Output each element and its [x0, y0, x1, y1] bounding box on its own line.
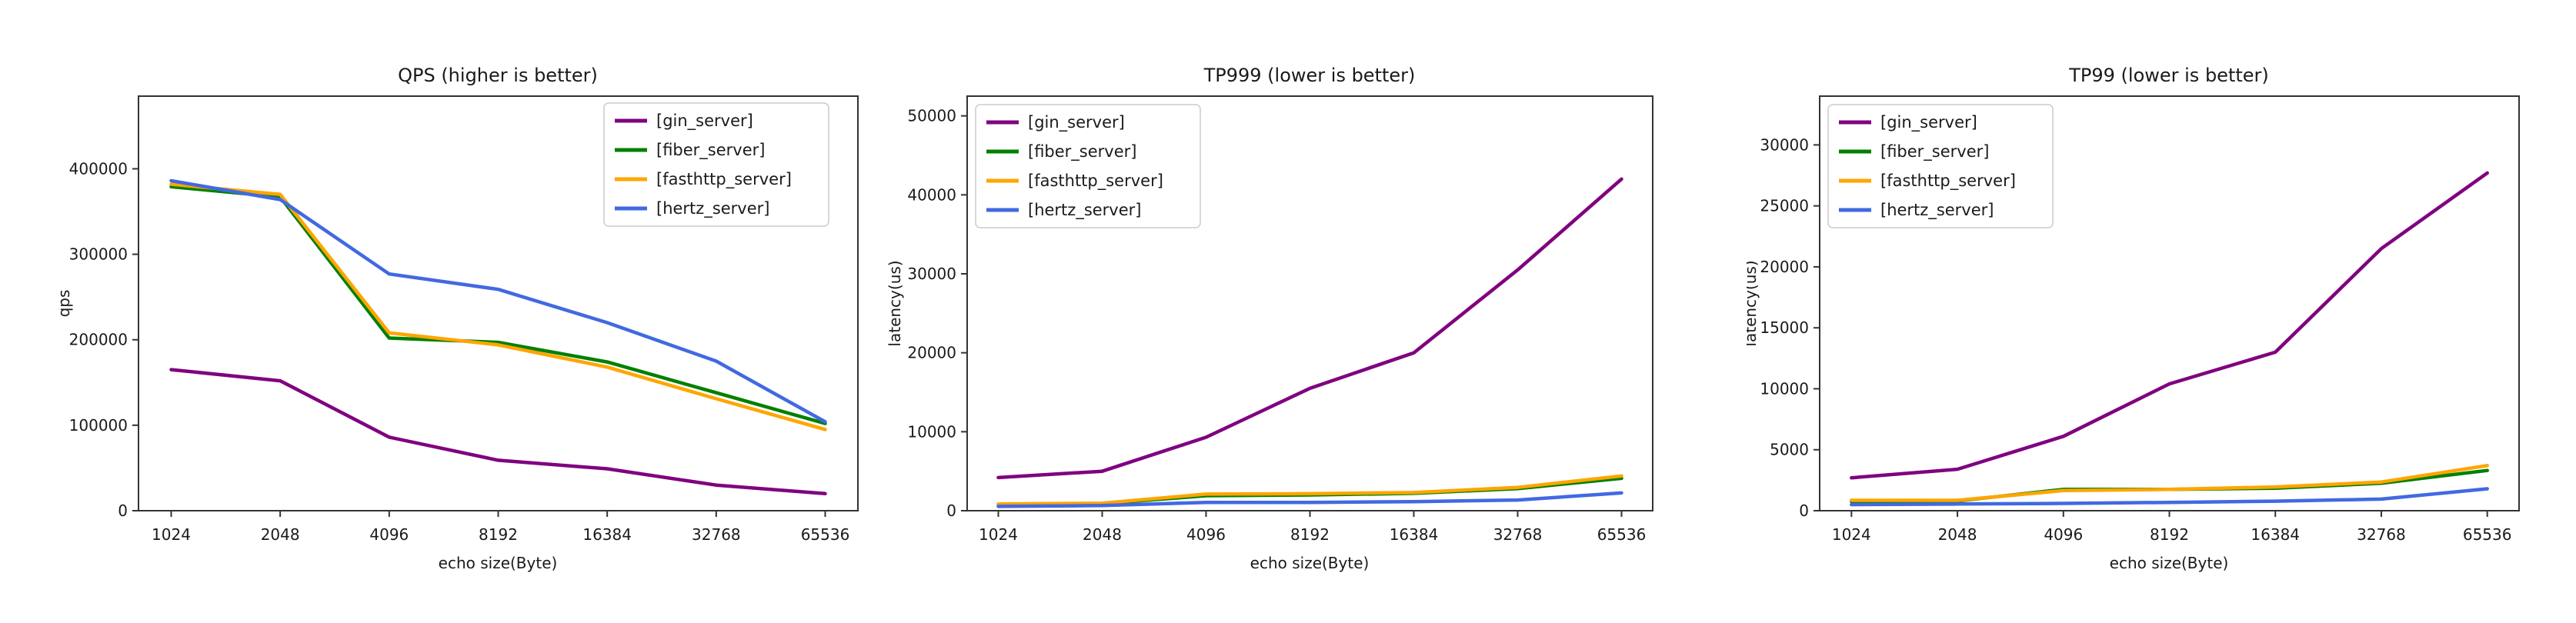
y-tick-label: 300000 — [69, 245, 128, 264]
y-tick-label: 10000 — [1760, 379, 1809, 398]
x-tick-label: 65536 — [801, 525, 850, 544]
y-tick-label: 15000 — [1760, 318, 1809, 337]
x-tick-label: 16384 — [2251, 525, 2300, 544]
y-tick-label: 100000 — [69, 416, 128, 435]
series-line-gin_server — [996, 177, 1623, 480]
chart-title: TP99 (lower is better) — [2068, 65, 2269, 86]
series-line-gin_server — [1850, 171, 2489, 480]
x-axis-label: echo size(Byte) — [439, 554, 558, 572]
y-tick-label: 25000 — [1760, 197, 1809, 215]
x-tick-label: 2048 — [1083, 525, 1122, 544]
y-tick-label: 0 — [946, 501, 956, 520]
y-tick-label: 0 — [118, 501, 128, 520]
legend-label-fiber_server: [fiber_server] — [656, 141, 765, 160]
y-axis-label: qps — [55, 290, 73, 318]
series-line-hertz_server — [1850, 487, 2489, 507]
x-tick-label: 4096 — [369, 525, 409, 544]
x-tick-label: 8192 — [2150, 525, 2189, 544]
legend-label-hertz_server: [hertz_server] — [1028, 201, 1141, 220]
series-line-fasthttp_server — [169, 182, 827, 431]
series-line-hertz_server — [169, 178, 827, 424]
x-tick-label: 1024 — [979, 525, 1018, 544]
y-tick-label: 30000 — [1760, 135, 1809, 154]
x-tick-label: 1024 — [152, 525, 191, 544]
x-tick-label: 4096 — [2044, 525, 2083, 544]
legend-label-gin_server: [gin_server] — [656, 112, 753, 131]
x-tick-label: 16384 — [1390, 525, 1439, 544]
y-tick-label: 50000 — [907, 107, 956, 125]
x-tick-label: 65536 — [1597, 525, 1647, 544]
legend-box — [975, 104, 1201, 228]
x-tick-label: 1024 — [1832, 525, 1871, 544]
y-tick-label: 400000 — [69, 159, 128, 178]
y-tick-label: 20000 — [1760, 258, 1809, 276]
series-line-fasthttp_server — [1850, 464, 2489, 502]
x-tick-label: 8192 — [1290, 525, 1330, 544]
x-tick-label: 8192 — [479, 525, 518, 544]
x-tick-label: 2048 — [261, 525, 300, 544]
x-axis-label: echo size(Byte) — [2110, 554, 2229, 572]
x-tick-label: 32768 — [2357, 525, 2406, 544]
legend-label-hertz_server: [hertz_server] — [656, 199, 769, 218]
legend-label-fasthttp_server: [fasthttp_server] — [1880, 172, 2016, 191]
y-tick-label: 0 — [1799, 501, 1809, 520]
series-line-fasthttp_server — [996, 474, 1623, 506]
legend-label-hertz_server: [hertz_server] — [1880, 201, 1994, 220]
legend-label-gin_server: [gin_server] — [1028, 113, 1125, 132]
legend-label-fiber_server: [fiber_server] — [1880, 142, 1989, 162]
legend-label-fasthttp_server: [fasthttp_server] — [1028, 172, 1163, 191]
legend-box — [1827, 104, 2054, 228]
chart-title: QPS (higher is better) — [398, 65, 598, 86]
tp999-chart-panel: TP999 (lower is better) echo size(Byte) … — [877, 0, 1747, 623]
y-tick-label: 200000 — [69, 331, 128, 349]
legend-label-fiber_server: [fiber_server] — [1028, 142, 1136, 162]
y-tick-label: 5000 — [1770, 441, 1809, 459]
tp99-chart: TP99 (lower is better) echo size(Byte) l… — [1747, 65, 2520, 572]
x-tick-label: 32768 — [692, 525, 741, 544]
legend-label-gin_server: [gin_server] — [1880, 113, 1977, 132]
tp999-chart: TP999 (lower is better) echo size(Byte) … — [886, 65, 1653, 572]
tp99-chart-panel: TP99 (lower is better) echo size(Byte) l… — [1747, 0, 2576, 623]
qps-chart-panel: QPS (higher is better) echo size(Byte) q… — [0, 0, 877, 623]
y-axis-label: latency(us) — [1747, 260, 1760, 346]
x-tick-label: 2048 — [1938, 525, 1977, 544]
series-line-gin_server — [169, 368, 827, 496]
chart-title: TP999 (lower is better) — [1203, 65, 1416, 86]
x-tick-label: 65536 — [2463, 525, 2512, 544]
x-tick-label: 4096 — [1186, 525, 1226, 544]
y-tick-label: 10000 — [907, 422, 956, 441]
x-axis-label: echo size(Byte) — [1250, 554, 1370, 572]
y-axis-label: latency(us) — [886, 260, 904, 346]
y-tick-label: 20000 — [907, 344, 956, 362]
y-tick-label: 30000 — [907, 265, 956, 283]
series-line-hertz_server — [996, 491, 1623, 508]
legend-label-fasthttp_server: [fasthttp_server] — [656, 170, 792, 189]
legend-box — [603, 102, 829, 227]
qps-chart: QPS (higher is better) echo size(Byte) q… — [55, 65, 859, 572]
x-tick-label: 32768 — [1493, 525, 1543, 544]
y-tick-label: 40000 — [907, 185, 956, 204]
x-tick-label: 16384 — [582, 525, 632, 544]
